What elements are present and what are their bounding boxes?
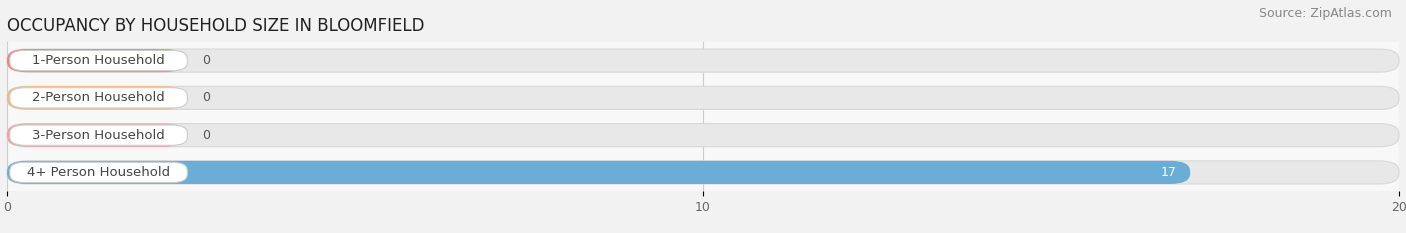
Text: 1-Person Household: 1-Person Household (32, 54, 165, 67)
FancyBboxPatch shape (7, 123, 184, 147)
FancyBboxPatch shape (10, 88, 187, 108)
FancyBboxPatch shape (7, 49, 184, 72)
Text: 2-Person Household: 2-Person Household (32, 91, 165, 104)
FancyBboxPatch shape (7, 123, 1399, 147)
Text: OCCUPANCY BY HOUSEHOLD SIZE IN BLOOMFIELD: OCCUPANCY BY HOUSEHOLD SIZE IN BLOOMFIEL… (7, 17, 425, 35)
Text: 3-Person Household: 3-Person Household (32, 129, 165, 142)
FancyBboxPatch shape (7, 86, 1399, 110)
FancyBboxPatch shape (7, 161, 1191, 184)
Text: Source: ZipAtlas.com: Source: ZipAtlas.com (1258, 7, 1392, 20)
FancyBboxPatch shape (7, 86, 184, 110)
Text: 4+ Person Household: 4+ Person Household (27, 166, 170, 179)
FancyBboxPatch shape (10, 162, 187, 183)
FancyBboxPatch shape (7, 161, 1399, 184)
Text: 0: 0 (202, 54, 209, 67)
FancyBboxPatch shape (7, 49, 1399, 72)
FancyBboxPatch shape (10, 125, 187, 145)
Text: 0: 0 (202, 91, 209, 104)
Text: 17: 17 (1160, 166, 1177, 179)
Text: 0: 0 (202, 129, 209, 142)
FancyBboxPatch shape (10, 50, 187, 71)
